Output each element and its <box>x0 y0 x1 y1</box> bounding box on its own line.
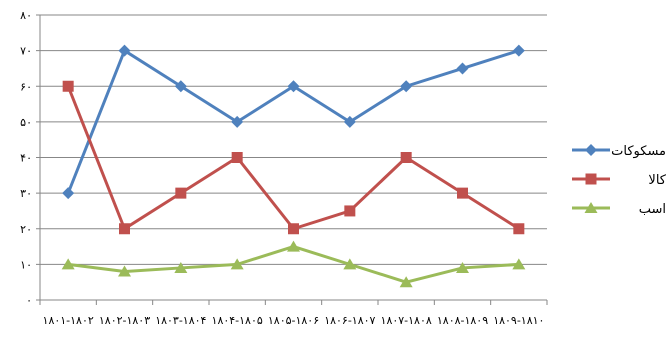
y-tick-label: ۷۰ <box>20 45 32 58</box>
data-point-square <box>288 223 299 235</box>
data-point-square <box>119 223 130 235</box>
data-point-triangle <box>174 261 188 273</box>
x-tick-label: ۱۸۰۴-۱۸۰۵ <box>212 314 263 327</box>
data-point-triangle <box>287 240 300 252</box>
y-tick-labels: ۰ ۱۰ ۲۰ ۳۰ ۴۰ ۵۰ ۶۰ ۷۰ ۸۰ <box>20 9 32 307</box>
data-point-diamond <box>585 144 597 156</box>
data-point-diamond <box>62 187 75 200</box>
y-tick-label: ۶۰ <box>20 80 32 93</box>
data-point-square <box>175 187 187 199</box>
series-3 <box>61 240 526 288</box>
data-point-diamond <box>343 115 356 128</box>
x-tick-label: ۱۸۰۲-۱۸۰۳ <box>99 314 150 327</box>
legend-item-1: مسکوکات <box>572 144 666 159</box>
x-tick-label: ۱۸۰۱-۱۸۰۲ <box>43 314 94 327</box>
y-tick-label: ۴۰ <box>20 152 32 165</box>
x-tick-label: ۱۸۰۷-۱۸۰۸ <box>381 314 432 327</box>
data-point-triangle <box>584 202 598 213</box>
y-tick-label: ۵۰ <box>20 116 32 129</box>
data-point-triangle <box>456 261 469 273</box>
data-point-triangle <box>512 258 526 270</box>
legend: مسکوکات کالا اسب <box>572 144 667 217</box>
x-tick-label: ۱۸۰۶-۱۸۰۷ <box>324 314 375 327</box>
data-point-triangle <box>230 258 244 270</box>
y-tick-label: ۱۰ <box>20 258 32 271</box>
x-tick-label: ۱۸۰۵-۱۸۰۶ <box>268 314 319 327</box>
data-point-square <box>513 223 525 235</box>
x-tick-label: ۱۸۰۹-۱۸۱۰ <box>493 314 544 327</box>
data-point-diamond <box>456 62 469 75</box>
series-2 <box>62 80 525 235</box>
data-point-triangle <box>399 276 413 288</box>
data-point-diamond <box>400 80 413 93</box>
data-point-diamond <box>287 80 300 93</box>
y-tick-label: ۳۰ <box>20 187 32 200</box>
data-point-diamond <box>174 80 187 93</box>
data-point-diamond <box>512 44 525 57</box>
series-1 <box>62 44 525 200</box>
data-point-square <box>457 187 468 199</box>
data-point-square <box>231 152 243 163</box>
legend-label: اسب <box>639 202 666 217</box>
axes <box>36 14 548 305</box>
data-point-square <box>400 152 412 163</box>
legend-item-3: اسب <box>572 202 666 217</box>
x-tick-labels: ۱۸۰۱-۱۸۰۲ ۱۸۰۲-۱۸۰۳ ۱۸۰۳-۱۸۰۴ ۱۸۰۴-۱۸۰۵ ۱۸۰۵… <box>43 314 545 327</box>
data-point-triangle <box>118 265 131 277</box>
x-tick-label: ۱۸۰۳-۱۸۰۴ <box>155 314 206 327</box>
x-tick-label: ۱۸۰۸-۱۸۰۹ <box>437 314 488 327</box>
y-tick-label: ۰ <box>26 294 32 307</box>
data-point-diamond <box>231 115 244 128</box>
data-point-square <box>344 205 356 217</box>
y-tick-label: ۲۰ <box>20 223 32 236</box>
data-point-square <box>585 173 597 185</box>
legend-label: کالا <box>648 173 666 188</box>
legend-label: مسکوکات <box>611 144 666 159</box>
series-lines <box>61 44 526 288</box>
data-point-diamond <box>118 44 131 57</box>
data-point-triangle <box>343 258 357 270</box>
data-point-square <box>62 80 74 92</box>
y-tick-label: ۸۰ <box>20 9 32 22</box>
data-point-triangle <box>61 258 75 270</box>
legend-item-2: کالا <box>572 173 667 188</box>
